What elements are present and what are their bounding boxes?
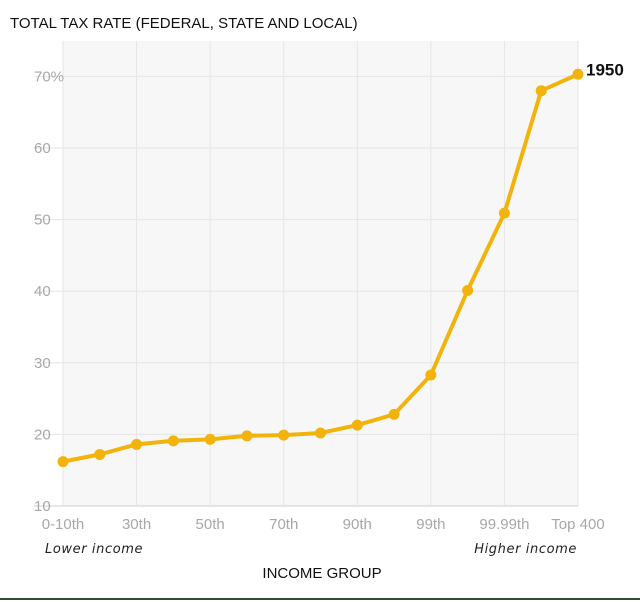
series-1950: 1950	[57, 60, 624, 468]
data-point	[572, 68, 584, 80]
data-point	[315, 427, 326, 439]
data-point	[204, 433, 216, 445]
data-point	[425, 369, 437, 381]
x-axis-ticks: 0-10th 30th 50th 70th 90th 99th 99.99th Top 400	[42, 516, 605, 533]
x-axis-label: INCOME GROUP	[262, 565, 381, 582]
data-point	[351, 419, 363, 431]
y-tick-label: 40	[34, 283, 51, 300]
bottom-rule	[0, 598, 640, 600]
data-point	[167, 435, 179, 447]
lower-income-note: Lower income	[45, 542, 143, 557]
x-tick-label: 70th	[269, 516, 298, 533]
x-tick-label: 99.99th	[479, 516, 529, 533]
chart-title: TOTAL TAX RATE (FEDERAL, STATE AND LOCAL…	[10, 15, 358, 32]
data-point	[57, 456, 69, 468]
data-point	[94, 448, 106, 460]
data-point	[388, 408, 400, 420]
data-point	[535, 85, 547, 97]
x-tick-label: 50th	[196, 516, 225, 533]
higher-income-note: Higher income	[474, 542, 577, 557]
data-point	[131, 438, 143, 450]
x-tick-label: Top 400	[551, 516, 604, 533]
data-point	[498, 207, 510, 219]
gridlines	[34, 41, 579, 507]
y-tick-label: 20	[34, 426, 51, 443]
data-point	[462, 284, 474, 296]
data-point	[278, 429, 290, 441]
series-label: 1950	[586, 60, 624, 79]
x-tick-label: 0-10th	[42, 516, 85, 533]
y-tick-label: 50	[34, 212, 51, 229]
y-tick-label: 10	[34, 498, 51, 515]
y-tick-label: 30	[34, 355, 51, 372]
x-tick-label: 30th	[122, 516, 151, 533]
x-tick-label: 99th	[416, 516, 445, 533]
y-tick-label: 70%	[34, 68, 64, 85]
y-axis-ticks: 10 20 30 40 50 60 70%	[34, 68, 64, 515]
x-tick-label: 90th	[343, 516, 372, 533]
y-tick-label: 60	[34, 140, 51, 157]
data-point	[241, 430, 253, 442]
